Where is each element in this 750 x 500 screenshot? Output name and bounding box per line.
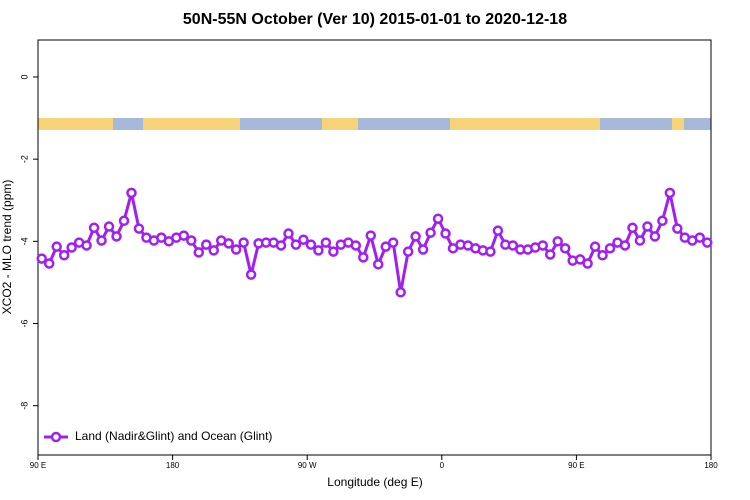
data-point	[186, 235, 197, 246]
data-point	[36, 253, 47, 264]
data-point	[230, 244, 242, 255]
data-point	[537, 240, 548, 251]
x-tick-label: 90 W	[298, 461, 317, 470]
data-point	[425, 227, 436, 238]
chart-title: 50N-55N October (Ver 10) 2015-01-01 to 2…	[183, 11, 567, 28]
data-point	[417, 244, 429, 255]
data-point	[58, 250, 70, 261]
legend-marker	[50, 431, 62, 443]
data-point	[702, 237, 713, 248]
data-point	[178, 230, 190, 241]
data-point	[649, 231, 661, 242]
data-point	[208, 245, 219, 256]
data-point	[589, 241, 601, 252]
plot-frame	[37, 39, 712, 456]
data-point	[604, 243, 616, 254]
data-point	[365, 230, 377, 241]
data-point	[627, 222, 638, 234]
data-point	[201, 239, 212, 250]
data-point	[103, 221, 115, 232]
data-point	[51, 241, 62, 252]
data-point	[597, 250, 608, 261]
data-point	[245, 269, 257, 280]
data-point	[544, 249, 556, 260]
data-point	[358, 252, 369, 263]
data-point	[485, 246, 496, 257]
data-point	[350, 240, 362, 251]
data-point	[380, 241, 391, 252]
data-point	[43, 258, 55, 269]
y-tick-label: 0	[19, 74, 29, 79]
data-point	[193, 247, 205, 258]
data-point	[298, 234, 309, 245]
data-point	[574, 254, 586, 265]
data-point	[440, 228, 451, 239]
data-point	[320, 237, 332, 248]
x-tick-label: 180	[166, 461, 180, 470]
data-point	[492, 225, 504, 236]
x-axis-label: Longitude (deg E)	[327, 475, 422, 489]
y-tick-label: -2	[19, 155, 29, 163]
data-point	[133, 223, 145, 234]
data-point	[410, 231, 421, 242]
data-point	[552, 236, 563, 247]
data-point	[290, 239, 302, 250]
data-point	[96, 235, 107, 246]
data-point	[387, 237, 399, 248]
data-point	[283, 228, 294, 239]
data-point	[328, 246, 339, 257]
data-point	[81, 240, 92, 251]
data-point	[507, 240, 519, 251]
data-point	[111, 231, 122, 242]
land-ocean-band	[38, 118, 711, 130]
data-point	[582, 258, 593, 269]
legend-label: Land (Nadir&Glint) and Ocean (Glint)	[75, 429, 272, 443]
x-tick-label: 90 E	[568, 461, 584, 470]
y-tick-label: -6	[19, 320, 29, 328]
data-point	[223, 238, 234, 249]
data-point	[619, 240, 631, 251]
data-point	[305, 239, 317, 250]
x-tick-label: 180	[704, 461, 718, 470]
data-point	[672, 223, 683, 234]
data-point	[275, 240, 287, 251]
data-point	[559, 243, 571, 254]
data-point	[395, 287, 406, 298]
data-point	[642, 221, 653, 232]
x-tick-label: 90 E	[30, 461, 46, 470]
data-point	[694, 232, 706, 243]
data-point	[313, 245, 324, 256]
data-point	[126, 187, 137, 199]
data-point	[402, 246, 414, 257]
data-point	[238, 237, 249, 248]
data-point	[372, 259, 384, 270]
data-point	[118, 215, 130, 227]
data-point	[88, 222, 100, 234]
data-point	[664, 187, 676, 199]
data-point	[634, 235, 646, 246]
data-point	[66, 242, 77, 253]
y-tick-label: -4	[19, 237, 29, 245]
y-axis-label: XCO2 - MLO trend (ppm)	[0, 180, 14, 315]
data-point	[432, 213, 444, 224]
x-tick-label: 0	[440, 461, 445, 470]
y-tick-label: -8	[19, 402, 29, 410]
data-point	[657, 215, 668, 227]
